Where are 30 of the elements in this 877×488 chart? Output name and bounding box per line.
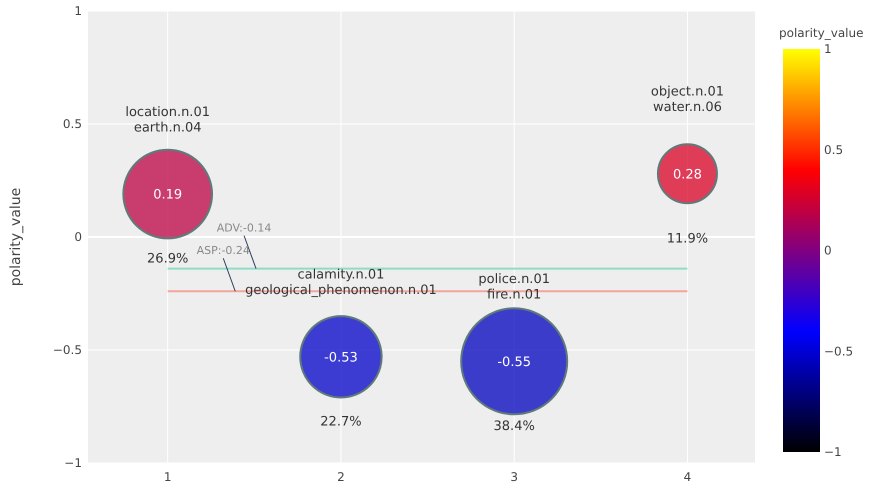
color-bar-title: polarity_value [779,26,864,40]
x-tick-label: 4 [684,470,692,484]
y-tick-label: 0.5 [62,117,82,132]
x-tick-label: 1 [164,470,172,484]
color-bar-label: 1 [824,42,832,56]
annotation: 38.4% [494,418,535,434]
annotation: object.n.01 water.n.06 [650,84,724,116]
y-tick-label: −1 [64,456,82,470]
annotation: 11.9% [666,231,708,246]
x-tick-label: 2 [337,470,345,484]
data-label: 0.28 [672,167,702,182]
y-tick-label: −0.5 [52,343,82,358]
data-label: 0.19 [153,188,182,203]
y-tick-label: 1 [74,4,82,18]
color-bar-label: 0.5 [824,142,844,157]
annotation: 26.9% [147,252,188,267]
color-bar-label: −1 [824,445,842,460]
ref-line-label: ASP:-0.24 [196,244,250,258]
annotation: police.n.01 fire.n.01 [478,272,550,303]
ref-line-label: ADV:-0.14 [216,222,272,235]
color-bar-label: 0 [824,244,832,258]
y-axis-title: polarity_value [8,188,24,286]
x-tick-label: 3 [510,470,518,484]
data-label: -0.53 [324,350,358,366]
data-label: -0.55 [497,354,532,370]
y-tick-label: 0 [74,230,82,244]
annotation: location.n.01 earth.n.04 [125,104,210,136]
annotation: 22.7% [320,414,362,430]
color-bar-label: −0.5 [824,344,854,358]
annotation: calamity.n.01 geological_phenomenon.n.01 [245,268,437,298]
